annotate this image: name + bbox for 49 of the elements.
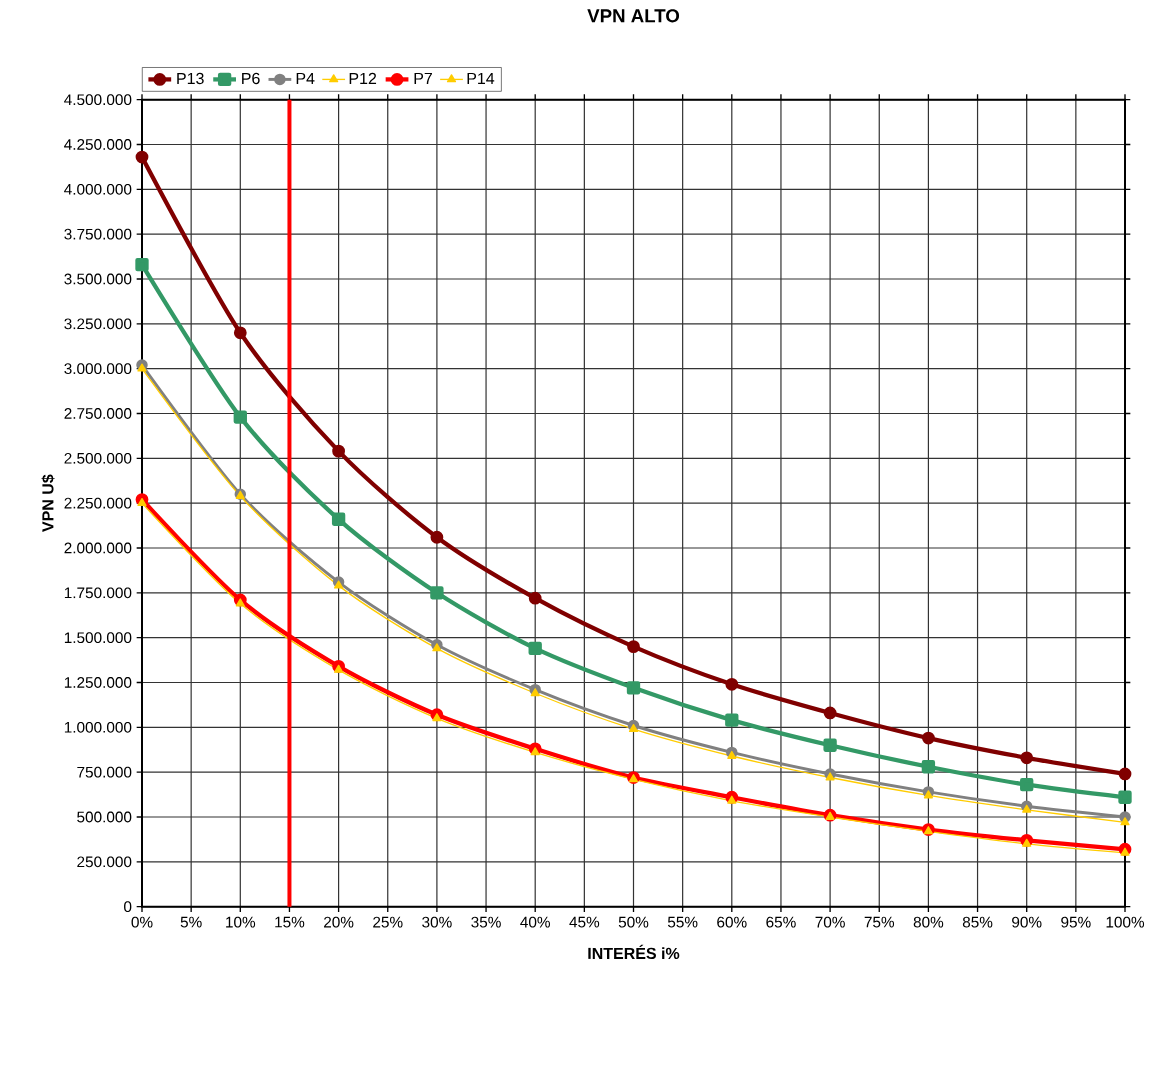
chart-title: VPN ALTO [587, 9, 680, 23]
x-tick-label: 75% [864, 916, 895, 928]
y-tick-label: 2.500.000 [64, 452, 132, 464]
x-tick-label: 0% [131, 916, 153, 928]
x-tick-label: 95% [1061, 916, 1091, 928]
x-tick-label: 70% [815, 916, 845, 928]
x-tick-label: 45% [569, 916, 600, 928]
x-tick-label: 25% [373, 916, 403, 928]
legend-label: P13 [177, 72, 204, 85]
x-tick-label: 20% [324, 916, 354, 928]
y-tick-label: 250.000 [77, 856, 132, 868]
x-tick-label: 60% [717, 916, 747, 928]
y-tick-label: 3.500.000 [64, 273, 132, 285]
y-tick-label: 2.250.000 [64, 497, 132, 509]
y-tick-label: 0 [124, 901, 132, 913]
x-tick-label: 85% [962, 916, 993, 928]
x-tick-label: 65% [766, 916, 796, 928]
y-tick-label: 2.750.000 [64, 408, 132, 419]
y-tick-label: 3.250.000 [64, 318, 132, 330]
y-tick-label: 1.250.000 [64, 677, 132, 688]
y-tick-label: 1.500.000 [64, 632, 132, 644]
y-tick-label: 750.000 [77, 766, 132, 778]
x-axis-title: INTERÉS i% [588, 944, 680, 960]
x-tick-label: 40% [520, 916, 550, 928]
x-tick-label: 5% [180, 916, 202, 928]
y-tick-label: 2.000.000 [64, 542, 132, 554]
y-tick-label: 1.000.000 [64, 721, 132, 733]
y-tick-label: 3.000.000 [64, 363, 132, 375]
y-tick-label: 1.750.000 [64, 587, 132, 599]
legend-label: P4 [296, 72, 315, 84]
x-tick-label: 80% [913, 916, 944, 928]
x-tick-label: 10% [226, 916, 256, 928]
legend-label: P14 [467, 72, 495, 84]
x-tick-label: 100% [1106, 916, 1145, 928]
y-tick-label: 500.000 [77, 811, 132, 823]
x-tick-label: 90% [1012, 916, 1042, 928]
y-axis-title: VPN U$ [41, 474, 55, 532]
legend-label: P12 [349, 72, 377, 84]
x-tick-label: 55% [667, 916, 698, 928]
y-tick-label: 4.250.000 [64, 139, 132, 150]
x-tick-label: 50% [618, 916, 649, 928]
y-tick-label: 3.750.000 [64, 228, 132, 240]
x-tick-label: 35% [471, 916, 501, 928]
x-tick-label: 30% [422, 916, 452, 928]
x-tick-label: 15% [275, 916, 305, 928]
legend-label: P6 [242, 72, 260, 85]
legend-label: P7 [414, 72, 432, 84]
y-tick-label: 4.500.000 [64, 94, 132, 106]
y-tick-label: 4.000.000 [64, 183, 132, 195]
